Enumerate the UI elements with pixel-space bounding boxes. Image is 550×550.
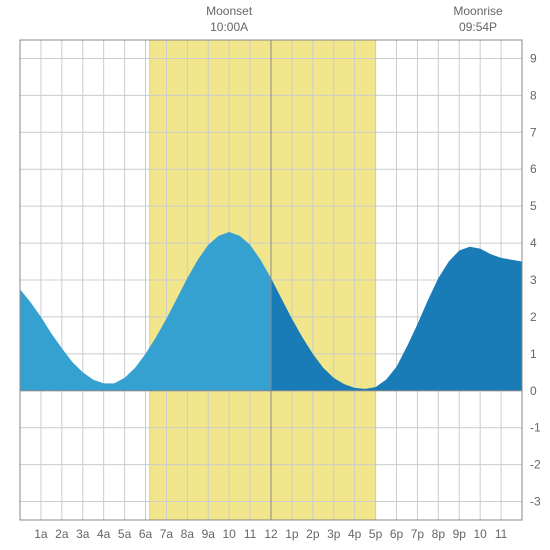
x-tick-label: 9p [453, 527, 467, 541]
moonset-time: 10:00A [189, 20, 269, 36]
x-tick-label: 3a [76, 527, 90, 541]
y-tick-label: -1 [530, 421, 541, 435]
y-tick-label: -3 [530, 495, 541, 509]
x-tick-label: 11 [244, 527, 257, 541]
x-tick-label: 6a [139, 527, 153, 541]
moonrise-label: Moonrise 09:54P [438, 4, 518, 35]
x-tick-label: 2a [55, 527, 69, 541]
moonrise-title: Moonrise [438, 4, 518, 20]
y-tick-label: 4 [530, 236, 537, 250]
x-tick-label: 4p [348, 527, 362, 541]
x-tick-label: 9a [202, 527, 216, 541]
y-tick-label: 7 [530, 125, 537, 139]
x-tick-label: 8a [181, 527, 195, 541]
y-tick-label: 9 [530, 51, 537, 65]
x-tick-label: 5a [118, 527, 132, 541]
x-tick-label: 11 [495, 527, 508, 541]
x-tick-label: 1a [34, 527, 48, 541]
x-tick-label: 7a [160, 527, 174, 541]
moonrise-time: 09:54P [438, 20, 518, 36]
x-tick-label: 7p [411, 527, 425, 541]
y-tick-label: 3 [530, 273, 537, 287]
x-tick-label: 6p [390, 527, 404, 541]
x-tick-label: 4a [97, 527, 111, 541]
x-tick-label: 1p [285, 527, 299, 541]
moonset-label: Moonset 10:00A [189, 4, 269, 35]
y-tick-label: -2 [530, 458, 541, 472]
y-tick-label: 6 [530, 162, 537, 176]
y-tick-label: 5 [530, 199, 537, 213]
x-tick-label: 2p [306, 527, 320, 541]
x-tick-label: 12 [264, 527, 278, 541]
x-tick-label: 5p [369, 527, 383, 541]
x-tick-label: 10 [473, 527, 487, 541]
moonset-title: Moonset [189, 4, 269, 20]
chart-svg: -3-2-101234567891a2a3a4a5a6a7a8a9a101112… [0, 0, 550, 550]
x-tick-label: 8p [432, 527, 446, 541]
tide-chart: Moonset 10:00A Moonrise 09:54P -3-2-1012… [0, 0, 550, 550]
y-tick-label: 2 [530, 310, 537, 324]
y-tick-label: 1 [530, 347, 537, 361]
y-tick-label: 0 [530, 384, 537, 398]
x-tick-label: 3p [327, 527, 341, 541]
y-tick-label: 8 [530, 88, 537, 102]
x-tick-label: 10 [222, 527, 236, 541]
